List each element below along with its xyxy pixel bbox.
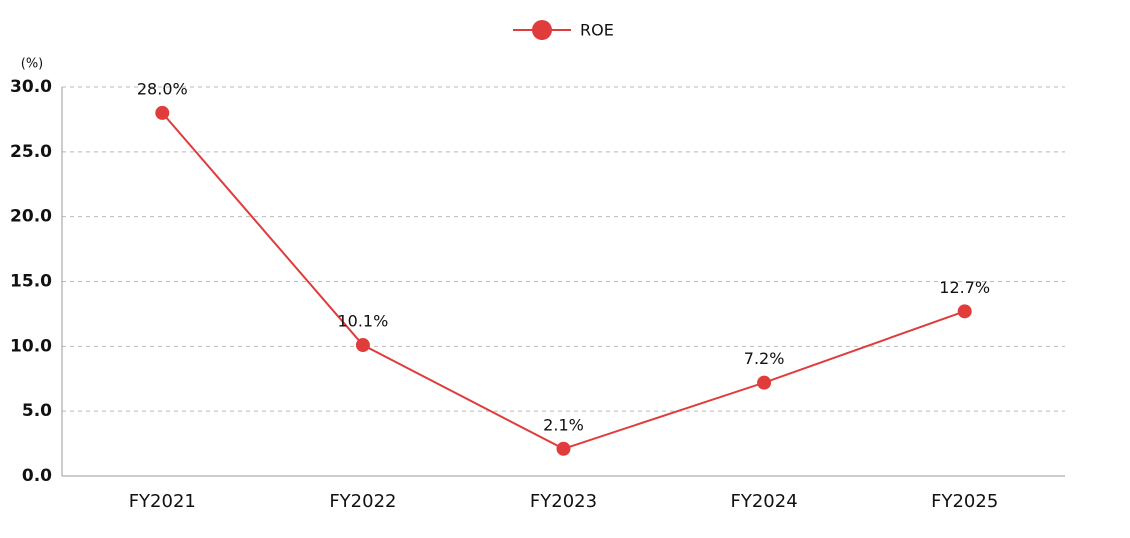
x-tick-label: FY2025 [931, 491, 998, 512]
y-tick-label: 15.0 [10, 272, 52, 292]
legend-marker [532, 20, 552, 40]
y-tick-label: 30.0 [10, 77, 52, 97]
x-tick-label: FY2022 [329, 491, 396, 512]
point [757, 375, 772, 390]
point [957, 304, 972, 319]
point [155, 105, 170, 120]
data-label: 7.2% [744, 349, 785, 368]
x-tick-label: FY2021 [129, 491, 196, 512]
x-tick-label: FY2024 [731, 491, 798, 512]
x-tick-label: FY2023 [530, 491, 597, 512]
legend-label: ROE [580, 21, 614, 40]
y-axis-label: (%) [21, 57, 44, 72]
data-label: 28.0% [137, 79, 188, 98]
data-label: 10.1% [337, 312, 388, 331]
data-label: 12.7% [939, 278, 990, 297]
y-tick-label: 25.0 [10, 142, 52, 162]
y-tick-label: 10.0 [10, 336, 52, 356]
data-label: 2.1% [543, 415, 584, 434]
point [556, 441, 571, 456]
y-tick-label: 20.0 [10, 207, 52, 227]
point [355, 338, 370, 353]
y-tick-label: 5.0 [22, 401, 52, 421]
y-tick-label: 0.0 [22, 466, 52, 486]
line [161, 112, 966, 450]
